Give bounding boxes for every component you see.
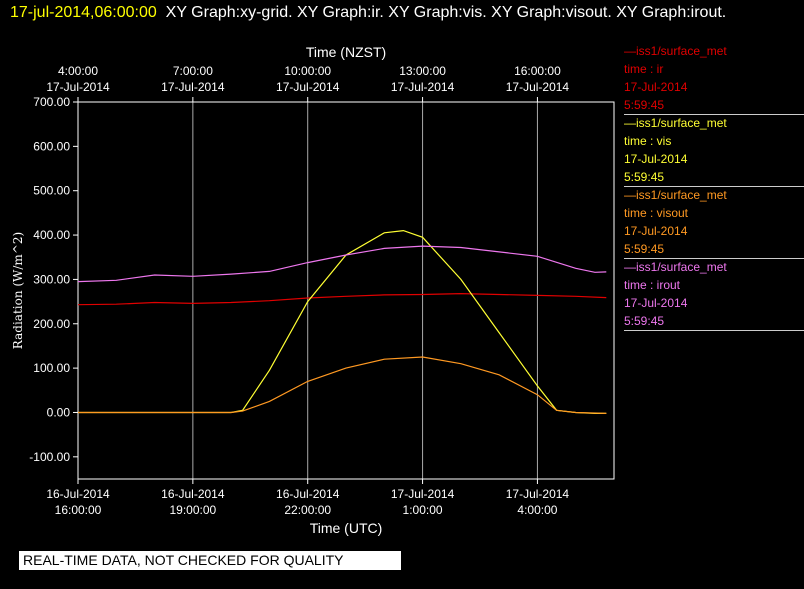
series-line-3 [78,356,607,414]
series-layer [77,229,607,414]
x2-tick-label-time: 7:00:00 [173,64,213,78]
header-title: 17-jul-2014,06:00:00 XY Graph:xy-grid. X… [10,2,795,24]
x-tick-label-time: 16:00:00 [55,503,102,517]
legend-date: 17-Jul-2014 [624,224,688,238]
x2-tick-label-time: 10:00:00 [284,64,331,78]
plot-frame [77,101,615,480]
series-line-1 [77,292,607,306]
quality-banner: REAL-TIME DATA, NOT CHECKED FOR QUALITY [19,551,401,570]
x-axis-title: Time (UTC) [310,520,383,536]
labels-layer: -100.00 0.00 100.00 200.00 300.00 400.00 500.0… [11,44,569,536]
legend-date: 17-Jul-2014 [624,80,688,94]
y-tick-label: 500.00 [33,184,70,198]
legend-time: 5:59:45 [624,314,665,328]
legend-date: 17-Jul-2014 [624,152,688,166]
legend-label: time : irout [624,278,681,292]
legend-separator [624,114,804,115]
x2-tick-label-time: 4:00:00 [58,64,98,78]
grid-lines [192,102,538,479]
series-line-4 [77,245,607,283]
y-axis-title: Radiation (W/m^2) [11,232,25,349]
legend-time: 5:59:45 [624,170,665,184]
legend-label: time : ir [624,62,664,76]
x-tick-label-date: 17-Jul-2014 [391,487,455,501]
header-graph-list: XY Graph:xy-grid. XY Graph:ir. XY Graph:… [165,4,727,21]
y-tick-label: 0.00 [47,405,71,419]
y-tick-label: 400.00 [33,228,70,242]
legend-separator [624,258,804,259]
y-tick-label: 700.00 [33,95,70,109]
y-tick-label: 100.00 [33,361,70,375]
x-tick-label-time: 22:00:00 [284,503,331,517]
x-tick-label-date: 17-Jul-2014 [506,487,570,501]
x2-tick-label-date: 17-Jul-2014 [391,80,455,94]
x-tick-label-time: 1:00:00 [403,503,443,517]
x2-tick-label-date: 17-Jul-2014 [46,80,110,94]
header-timestamp: 17-jul-2014,06:00:00 [10,4,157,21]
legend-date: 17-Jul-2014 [624,296,688,310]
y-tick-label: -100.00 [29,450,70,464]
legend-time: 5:59:45 [624,242,665,256]
y-tick-label: 600.00 [33,139,70,153]
x-tick-label-time: 4:00:00 [517,503,557,517]
x2-tick-label-date: 17-Jul-2014 [161,80,225,94]
legend-separator [624,330,804,331]
legend-source: —iss1/surface_met [624,116,727,130]
legend-label: time : visout [624,206,689,220]
legend-source: —iss1/surface_met [624,260,727,274]
legend-label: time : vis [624,134,672,148]
series-line-2 [78,229,607,414]
x-tick-label-time: 19:00:00 [169,503,216,517]
legend-source: —iss1/surface_met [624,188,727,202]
legend-time: 5:59:45 [624,98,665,112]
legend-separator [624,186,804,187]
x2-tick-label-time: 16:00:00 [514,64,561,78]
x-tick-label-date: 16-Jul-2014 [161,487,225,501]
y-tick-label: 300.00 [33,272,70,286]
ticks-layer [73,97,538,484]
x2-axis-title: Time (NZST) [306,44,386,60]
x2-tick-label-date: 17-Jul-2014 [276,80,340,94]
x2-tick-label-date: 17-Jul-2014 [506,80,570,94]
legend-source: —iss1/surface_met [624,44,727,58]
y-tick-label: 200.00 [33,317,70,331]
x2-tick-label-time: 13:00:00 [399,64,446,78]
x-tick-label-date: 16-Jul-2014 [46,487,110,501]
x-tick-label-date: 16-Jul-2014 [276,487,340,501]
